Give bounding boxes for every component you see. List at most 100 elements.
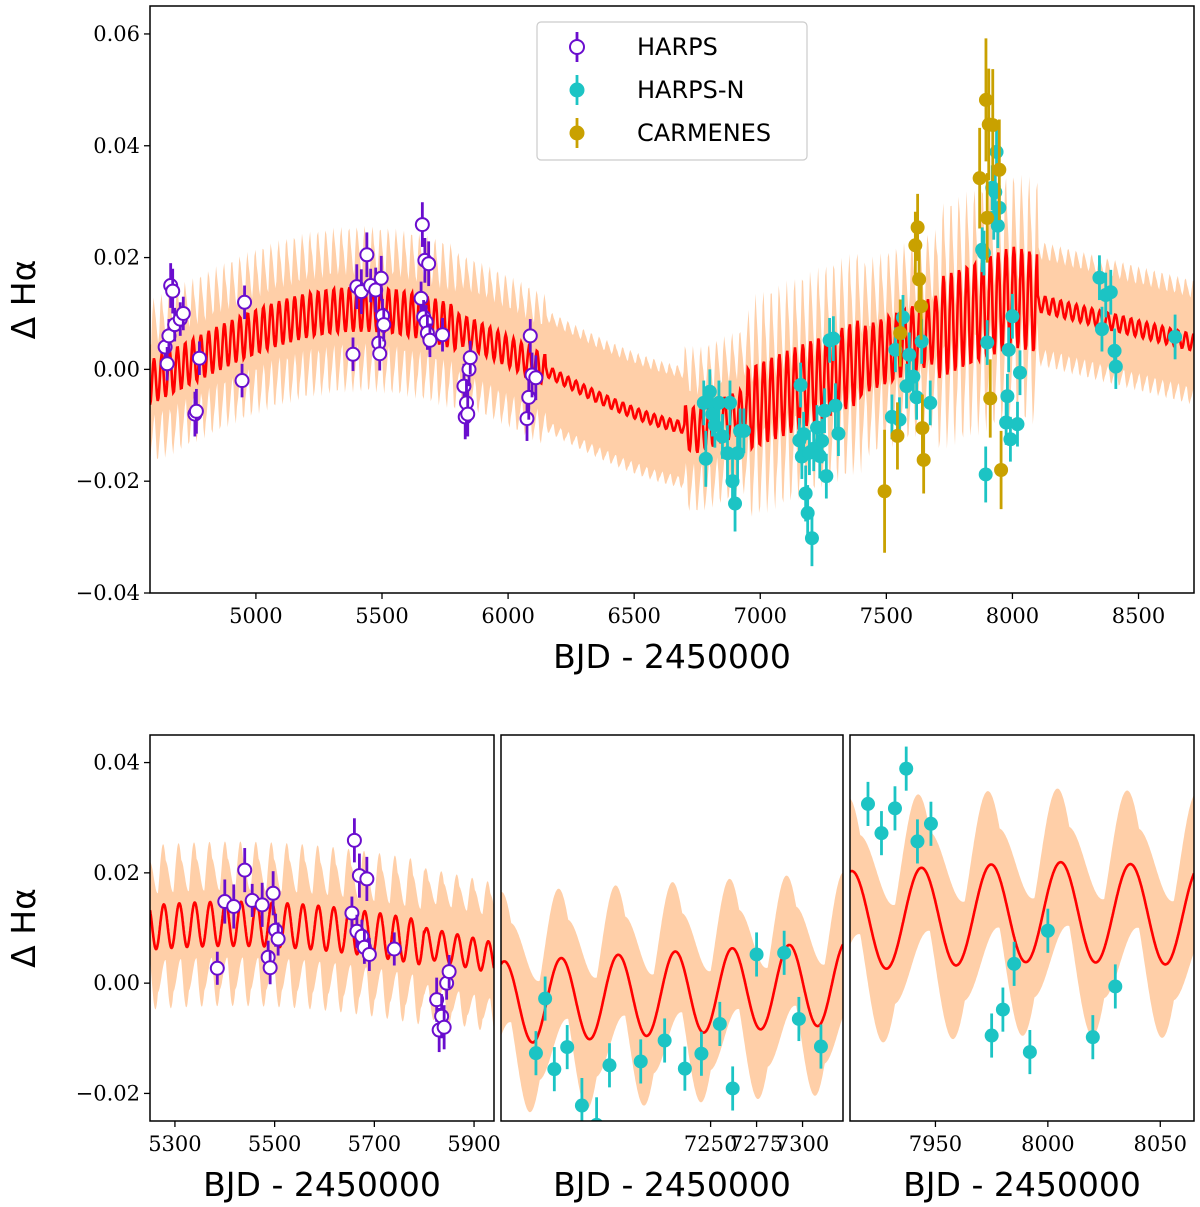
zoom1-harps-point-25 (346, 832, 362, 848)
main-harpsn-point-60 (1094, 322, 1109, 337)
zoom3-xtick-label-2: 8050 (1134, 1132, 1187, 1156)
main-harpsn-point-53 (1000, 389, 1015, 404)
zoom3-harpsn-point-46 (860, 796, 875, 811)
zoom3-harpsn-point-57 (1085, 1030, 1100, 1045)
zoom3-harpsn-point-48 (887, 801, 902, 816)
zoom2-harpsn-point-23 (657, 1033, 672, 1048)
zoom2-harpsn-point-31 (813, 1039, 828, 1054)
main-harps-point-23 (376, 317, 392, 333)
main-harpsn-point-34 (892, 412, 907, 427)
zoom3-x-axis-label: BJD - 2450000 (903, 1165, 1141, 1204)
zoom1-axes-frame (149, 734, 495, 1122)
main-harpsn-point-31 (831, 426, 846, 441)
main-harps-point-20 (372, 346, 388, 362)
legend-harps-marker (569, 39, 585, 55)
legend-label-harps: HARPS (637, 33, 718, 61)
main-harps-point-41 (522, 328, 538, 344)
main-harpsn-point-57 (1010, 417, 1025, 432)
zoom1-harps-point-32 (386, 941, 402, 957)
zoom2-harpsn-point-20 (602, 1058, 617, 1073)
main-ytick-label-1: −0.02 (76, 469, 140, 493)
main-xtick-label-6: 8000 (986, 604, 1039, 628)
zoom2-harpsn-point-18 (574, 1098, 589, 1113)
zoom2-harpsn-point-29 (777, 945, 792, 960)
main-harpsn-point-35 (895, 310, 910, 325)
zoom2-harpsn-point-26 (712, 1016, 727, 1031)
main-xtick-label-3: 6500 (607, 604, 660, 628)
main-harpsn-point-25 (815, 433, 830, 448)
main-harps-point-31 (422, 332, 438, 348)
main-harps-point-38 (462, 350, 478, 366)
zoom2-xtick-label-0: 7250 (684, 1132, 737, 1156)
main-harps-point-43 (528, 370, 544, 386)
zoom2-harpsn-point-22 (633, 1054, 648, 1069)
zoom3-xtick-label-1: 8000 (1021, 1132, 1074, 1156)
zoom1-harps-point-31 (361, 946, 377, 962)
zoom2-harpsn-point-21 (621, 1143, 635, 1157)
main-harpsn-point-44 (978, 467, 993, 482)
main-carmenes-point-9 (972, 171, 987, 186)
zoom1-ytick-label-0: −0.02 (76, 1081, 140, 1105)
main-harpsn-point-13 (736, 423, 751, 438)
main-harpsn-point-65 (1168, 329, 1183, 344)
main-harpsn-point-43 (976, 246, 991, 261)
main-model-band (150, 174, 1194, 517)
zoom1-harps-point-16 (237, 862, 253, 878)
main-harps-point-24 (413, 290, 429, 306)
zoom3-xtick-label-0: 7950 (909, 1132, 962, 1156)
main-harps-point-1 (159, 356, 175, 372)
main-xtick-label-1: 5500 (355, 604, 408, 628)
zoom3-harpsn-point-51 (923, 816, 938, 831)
zoom2-harpsn-point-15 (538, 991, 553, 1006)
main-panel: 5000 5500 6000 6500 7000 7500 8000 8500 −0.04 −0.… (4, 5, 1195, 676)
main-harpsn-point-24 (812, 449, 827, 464)
main-harps-point-16 (359, 247, 375, 263)
main-harpsn-point-15 (793, 378, 808, 393)
zoom2-harpsn-point-16 (547, 1062, 562, 1077)
zoom2-xtick-label-2: 7300 (776, 1132, 829, 1156)
zoom3-harpsn-point-50 (910, 834, 925, 849)
main-harpsn-point-54 (1001, 342, 1016, 357)
zoom1-harps-point-24 (344, 905, 360, 921)
zoom1-harps-point-30 (359, 871, 375, 887)
zoom3-model-curve (850, 860, 1194, 971)
zoom1-y-axis-label: Δ Hα (4, 888, 43, 968)
zoom1-xtick-label-1: 5500 (248, 1132, 301, 1156)
main-harpsn-point-27 (819, 469, 834, 484)
zoom2-axes-frame (500, 734, 844, 1122)
main-y-axis-label: Δ Hα (4, 260, 43, 340)
zoom1-ytick-label-1: 0.00 (93, 971, 140, 995)
main-harps-point-39 (519, 411, 535, 427)
zoom-panel-1: 5300 5500 5700 5900 −0.02 0.00 0.02 0.04 BJD - 2… (4, 734, 501, 1204)
zoom1-xtick-label-3: 5900 (447, 1132, 500, 1156)
main-carmenes-point-4 (910, 220, 925, 235)
main-carmenes-point-15 (992, 162, 1007, 177)
main-harps-point-11 (234, 373, 250, 389)
main-harps-point-21 (373, 270, 389, 286)
main-ytick-label-3: 0.02 (93, 246, 140, 270)
main-series-harps (157, 202, 544, 441)
main-harpsn-point-26 (817, 403, 832, 418)
main-harpsn-point-18 (798, 486, 813, 501)
main-carmenes-point-11 (980, 210, 995, 225)
main-harpsn-point-17 (796, 427, 811, 442)
main-carmenes-point-5 (912, 272, 927, 287)
main-ytick-label-0: −0.04 (76, 581, 140, 605)
main-harpsn-point-39 (909, 390, 924, 405)
main-carmenes-point-0 (877, 484, 892, 499)
zoom1-series-harps (209, 818, 457, 1053)
zoom3-harpsn-point-52 (984, 1028, 999, 1043)
zoom2-xtick-label-1: 7275 (730, 1132, 783, 1156)
main-ytick-label-5: 0.06 (93, 22, 140, 46)
zoom1-harps-point-23 (270, 931, 286, 947)
main-harpsn-point-59 (1092, 270, 1107, 285)
main-harps-point-7 (175, 305, 191, 321)
main-harps-point-36 (460, 406, 476, 422)
main-xtick-label-5: 7500 (860, 604, 913, 628)
main-harpsn-point-64 (1108, 359, 1123, 374)
zoom2-series-harpsn (528, 930, 828, 1157)
zoom2-harpsn-point-28 (749, 947, 764, 962)
main-xtick-label-7: 8500 (1112, 604, 1165, 628)
main-harpsn-point-0 (696, 395, 711, 410)
zoom2-harpsn-point-19 (590, 1117, 603, 1121)
